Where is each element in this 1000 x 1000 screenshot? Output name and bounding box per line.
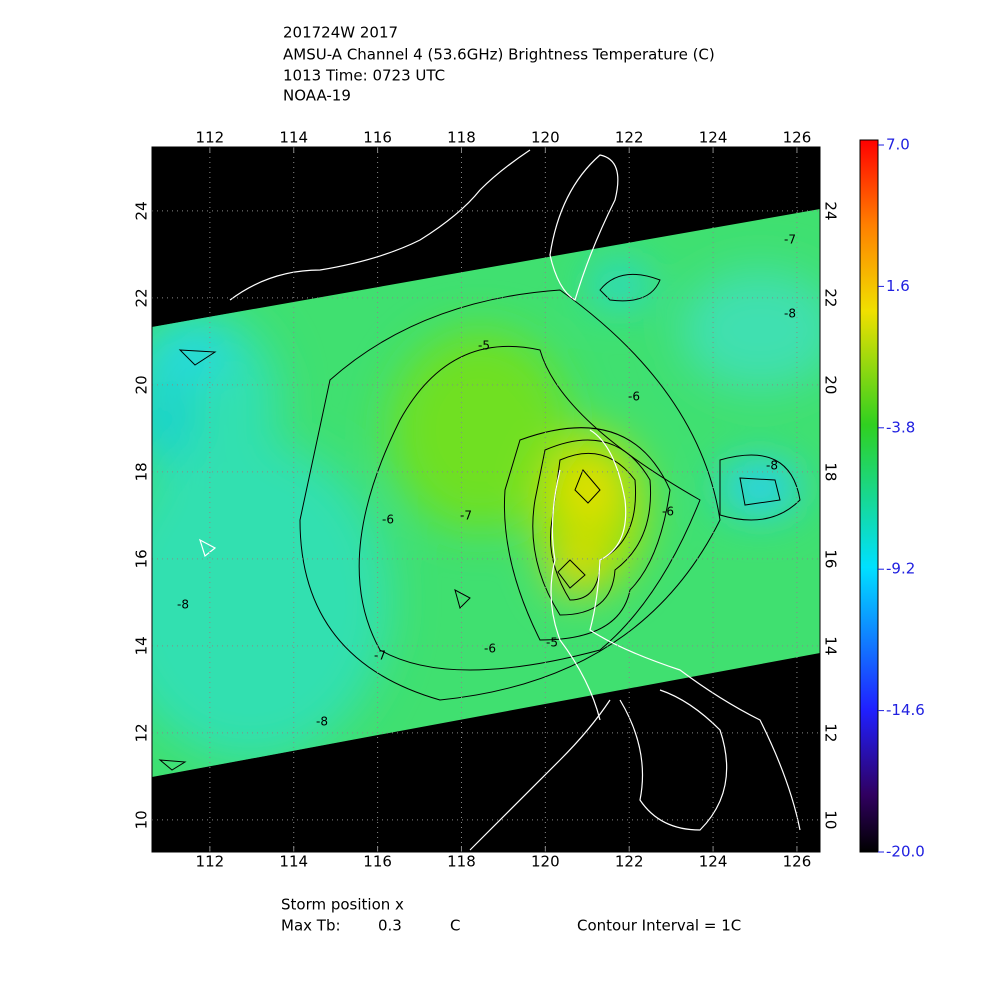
header: 201724W 2017 AMSU-A Channel 4 (53.6GHz) … bbox=[283, 24, 715, 105]
max-tb-label: Max Tb: bbox=[281, 917, 341, 935]
colorbar-label: -3.8 bbox=[886, 418, 915, 436]
map-frame bbox=[151, 146, 821, 853]
lat-label: 16 bbox=[133, 549, 151, 568]
contour-label: -7 bbox=[460, 509, 472, 523]
lat-label: 20 bbox=[822, 375, 840, 394]
title-line: 1013 Time: 0723 UTC bbox=[283, 67, 445, 85]
lon-label: 114 bbox=[279, 129, 308, 147]
lon-label: 120 bbox=[531, 129, 560, 147]
max-tb-value: 0.3 bbox=[378, 917, 402, 935]
lon-label: 114 bbox=[279, 853, 308, 871]
contour-label: -7 bbox=[784, 233, 796, 247]
title-line: NOAA-19 bbox=[283, 87, 351, 105]
contour-label: -5 bbox=[478, 339, 490, 353]
lat-label: 22 bbox=[133, 288, 151, 307]
contour-label: -8 bbox=[784, 307, 796, 321]
contour-label: -8 bbox=[766, 459, 778, 473]
colorbar bbox=[859, 139, 879, 853]
lon-label: 112 bbox=[196, 129, 225, 147]
colorbar-label: 7.0 bbox=[886, 136, 910, 154]
contour-label: -5 bbox=[546, 636, 558, 650]
footer: Storm position x Max Tb: 0.3 C Contour I… bbox=[281, 896, 741, 935]
lat-label: 14 bbox=[133, 636, 151, 655]
colorbar-label: 1.6 bbox=[886, 277, 910, 295]
coastlines bbox=[198, 149, 801, 851]
storm-position: Storm position x bbox=[281, 896, 404, 914]
lon-label: 124 bbox=[699, 853, 728, 871]
contour-label: -6 bbox=[628, 390, 640, 404]
colorbar-label: -14.6 bbox=[886, 701, 925, 719]
contour-label: -6 bbox=[484, 642, 496, 656]
lon-label: 126 bbox=[783, 129, 812, 147]
lon-label: 122 bbox=[615, 853, 644, 871]
contour-interval: Contour Interval = 1C bbox=[577, 917, 741, 935]
contour-label: -6 bbox=[382, 513, 394, 527]
lon-label: 122 bbox=[615, 129, 644, 147]
lat-label: 24 bbox=[133, 201, 151, 220]
lat-label: 16 bbox=[822, 549, 840, 568]
title-line: 201724W 2017 bbox=[283, 24, 398, 42]
lat-label: 14 bbox=[822, 636, 840, 655]
lon-label: 120 bbox=[531, 853, 560, 871]
contour-label: -6 bbox=[662, 505, 674, 519]
contour-label: -8 bbox=[316, 715, 328, 729]
lat-label: 10 bbox=[133, 810, 151, 829]
colorbar-label: -20.0 bbox=[886, 843, 925, 861]
lon-label: 126 bbox=[783, 853, 812, 871]
contour-label: -8 bbox=[177, 598, 189, 612]
lat-label: 20 bbox=[133, 375, 151, 394]
grid bbox=[152, 147, 820, 852]
lat-label: 22 bbox=[822, 288, 840, 307]
lat-label: 12 bbox=[133, 723, 151, 742]
lon-label: 116 bbox=[363, 853, 392, 871]
title-line: AMSU-A Channel 4 (53.6GHz) Brightness Te… bbox=[283, 46, 715, 64]
lat-label: 12 bbox=[822, 723, 840, 742]
lat-label: 10 bbox=[822, 810, 840, 829]
lon-label: 124 bbox=[699, 129, 728, 147]
lon-label: 112 bbox=[196, 853, 225, 871]
max-tb-unit: C bbox=[450, 917, 460, 935]
lat-label: 18 bbox=[822, 462, 840, 481]
lat-label: 24 bbox=[822, 201, 840, 220]
lat-label: 18 bbox=[133, 462, 151, 481]
contour-label: -7 bbox=[374, 649, 386, 663]
lon-label: 118 bbox=[447, 129, 476, 147]
colorbar-label: -9.2 bbox=[886, 560, 915, 578]
lon-label: 116 bbox=[363, 129, 392, 147]
lon-label: 118 bbox=[447, 853, 476, 871]
